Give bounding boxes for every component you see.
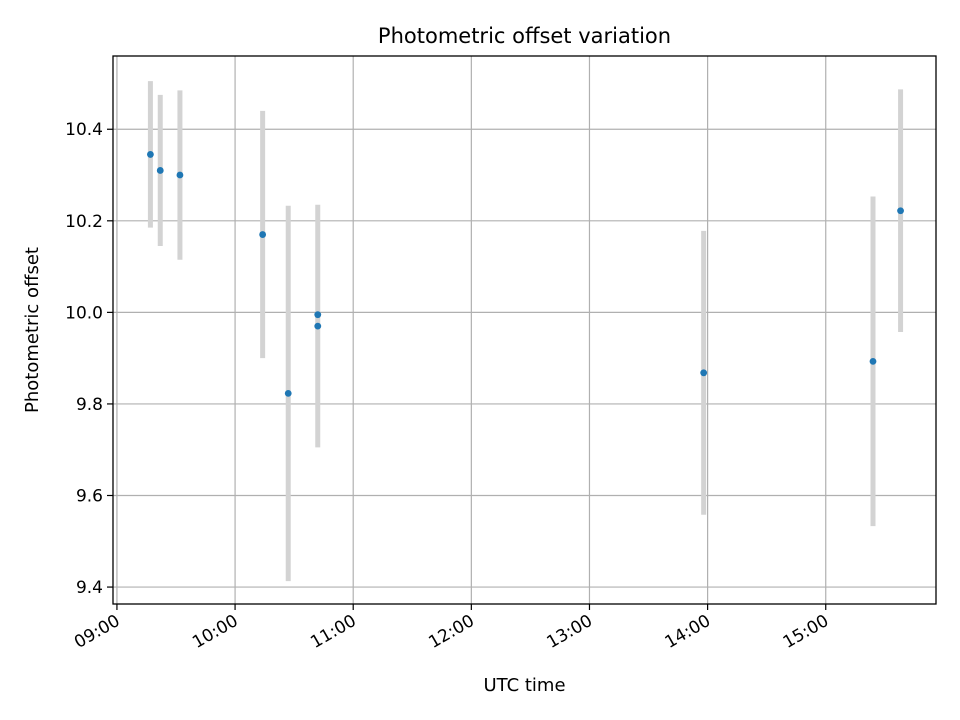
y-tick-label: 10.0 [65, 303, 103, 323]
x-tick-label: 10:00 [189, 611, 241, 653]
data-point [284, 390, 292, 397]
plot-frame [112, 55, 937, 605]
data-point [176, 171, 184, 179]
y-tick-label: 9.6 [76, 486, 103, 506]
data-point [314, 322, 322, 330]
x-tick-label: 13:00 [544, 611, 596, 653]
x-tick-label: 12:00 [425, 611, 477, 653]
x-tick-label: 15:00 [780, 611, 832, 653]
x-tick-label: 14:00 [662, 611, 714, 653]
error-bars [147, 81, 904, 582]
data-point [869, 357, 877, 365]
data-point [314, 311, 322, 319]
grid [113, 56, 936, 604]
data-point [156, 167, 164, 174]
x-tick-label: 11:00 [307, 611, 359, 653]
y-axis-label: Photometric offset [22, 247, 43, 413]
x-tick-label: 09:00 [71, 611, 123, 653]
y-tick-label: 9.4 [76, 578, 103, 598]
y-tick-label: 9.8 [76, 395, 103, 415]
y-tick-label: 10.2 [65, 212, 103, 232]
data-point [700, 369, 708, 377]
data-point [147, 151, 154, 158]
data-point [259, 231, 267, 238]
chart-title: Photometric offset variation [378, 24, 671, 48]
data-points [147, 151, 904, 397]
x-axis-label: UTC time [483, 675, 565, 696]
data-point [897, 207, 904, 215]
y-tick-label: 10.4 [65, 120, 103, 140]
